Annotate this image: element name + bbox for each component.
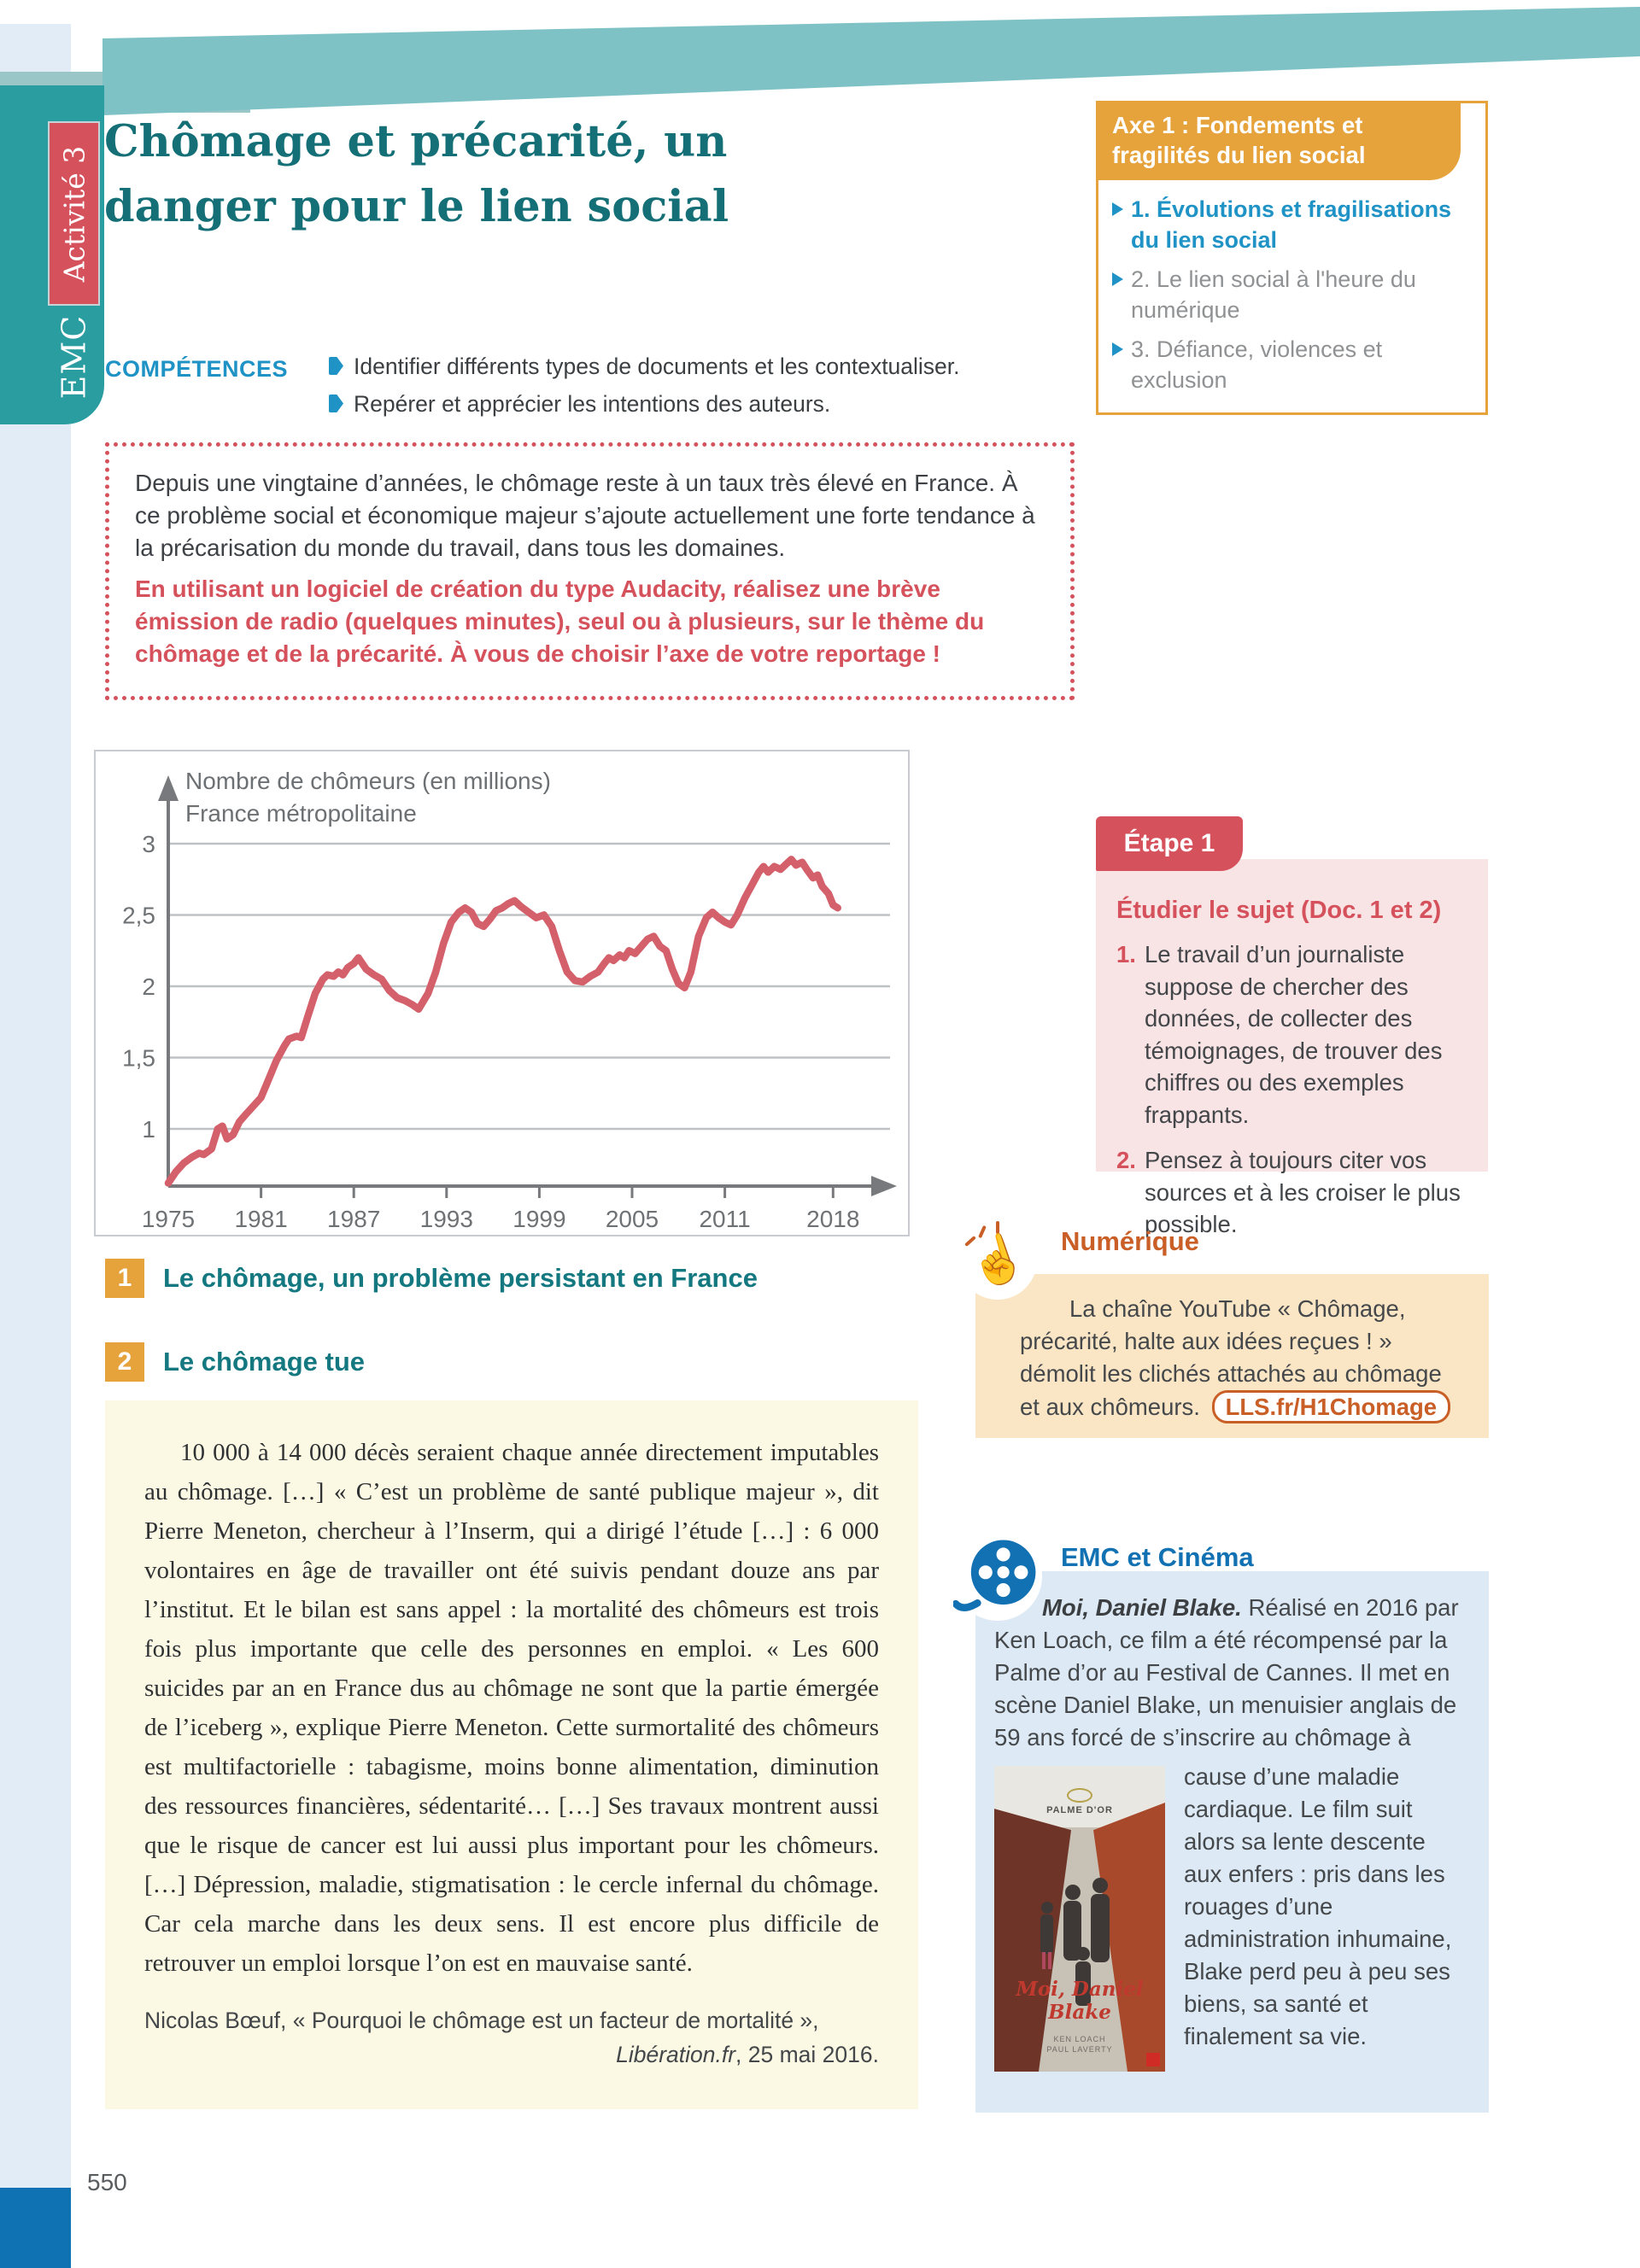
svg-text:2011: 2011 [699, 1206, 750, 1232]
svg-text:1,5: 1,5 [122, 1045, 155, 1072]
svg-text:1999: 1999 [512, 1206, 565, 1232]
intro-mission: En utilisant un logiciel de création du … [135, 576, 985, 667]
film-reel-icon [953, 1532, 1042, 1621]
click-hand-icon: ☝ [958, 1221, 1037, 1300]
competence-item: Repérer et apprécier les intentions des … [329, 391, 960, 418]
page-number: 550 [87, 2169, 127, 2195]
activity-badge: Activité 3 [48, 121, 100, 306]
page-title-line1: Chômage et précarité, un [104, 116, 728, 167]
axis-outline-list: 1. Évolutions et fragilisations du lien … [1098, 180, 1485, 412]
chart-title: Nombre de chômeurs (en millions) France … [185, 768, 551, 827]
unemployment-chart: 1 1,5 2 2,5 3 1975 1981 1987 1993 1999 2005 2011 201… [94, 750, 910, 1236]
doc1-title: Le chômage, un problème persistant en Fr… [163, 1263, 758, 1293]
svg-text:1: 1 [142, 1116, 155, 1143]
etape-title: Étudier le sujet (Doc. 1 et 2) [1116, 897, 1442, 924]
axis-outline-box: Axe 1 : Fondements et fragilités du lien… [1096, 101, 1488, 415]
cinema-title: EMC et Cinéma [1061, 1542, 1254, 1572]
doc1-heading: 1 Le chômage, un problème persistant en … [105, 1259, 758, 1298]
svg-text:1981: 1981 [234, 1206, 287, 1232]
cinema-text-side: cause d’une maladie cardiaque. Le film s… [1184, 1763, 1452, 2049]
svg-text:1993: 1993 [420, 1206, 473, 1232]
svg-text:1975: 1975 [142, 1206, 195, 1232]
laurel-icon [1067, 1788, 1092, 1803]
etape-tab: Étape 1 [1096, 816, 1243, 871]
left-margin-strip-top [0, 24, 71, 72]
chevron-right-icon [1112, 342, 1123, 356]
axis-outline-item-current[interactable]: 1. Évolutions et fragilisations du lien … [1112, 194, 1475, 255]
lls-link-button[interactable]: LLS.fr/H1Chomage [1211, 1390, 1451, 1423]
numerique-title: Numérique [1061, 1226, 1199, 1256]
cinema-text-top: Moi, Daniel Blake. Réalisé en 2016 par K… [994, 1594, 1459, 1751]
film-poster: PALME D'OR Moi, Daniel Blake KEN LOACH P… [994, 1766, 1165, 2072]
doc2-heading: 2 Le chômage tue [105, 1342, 365, 1382]
poster-credits: KEN LOACH PAUL LAVERTY [1046, 2035, 1113, 2054]
doc2-source-ref: Libération.fr, 25 mai 2016. [616, 2042, 879, 2067]
flag-bullet-icon [329, 357, 343, 375]
poster-film-title: Moi, Daniel Blake [1016, 1978, 1144, 2024]
flag-bullet-icon [329, 395, 343, 412]
poster-figures [1040, 1878, 1110, 2006]
film-title: Moi, Daniel Blake. [1042, 1594, 1242, 1621]
poster-award: PALME D'OR [994, 1788, 1165, 1815]
svg-text:2,5: 2,5 [122, 903, 155, 929]
doc2-text-box: 10 000 à 14 000 décès seraient chaque an… [105, 1400, 918, 2109]
chevron-right-icon [1112, 272, 1123, 286]
competence-item: Identifier différents types de documents… [329, 354, 960, 380]
axis-outline-item[interactable]: 2. Le lien social à l'heure du numérique [1112, 264, 1475, 325]
numerique-text: La chaîne YouTube « Chômage, précarité, … [1020, 1293, 1467, 1423]
doc2-source-author: Nicolas Bœuf, « Pourquoi le chômage est … [144, 2008, 819, 2033]
svg-text:2005: 2005 [606, 1206, 659, 1232]
poster-distributor-logo [1146, 2053, 1160, 2066]
etape-box: Étudier le sujet (Doc. 1 et 2) 1. Le tra… [1096, 859, 1488, 1237]
intro-box: Depuis une vingtaine d’années, le chômag… [105, 442, 1075, 700]
numerique-box: La chaîne YouTube « Chômage, précarité, … [975, 1274, 1489, 1438]
competences-list: Identifier différents types de documents… [329, 354, 960, 429]
svg-text:2018: 2018 [806, 1206, 859, 1232]
axis-outline-header: Axe 1 : Fondements et fragilités du lien… [1098, 103, 1461, 180]
doc2-number-badge: 2 [105, 1342, 144, 1382]
doc2-source: Nicolas Bœuf, « Pourquoi le chômage est … [144, 2003, 879, 2072]
svg-text:2: 2 [142, 973, 155, 1000]
doc2-body: 10 000 à 14 000 décès seraient chaque an… [144, 1439, 879, 1977]
etape-item: 1. Le travail d’un journaliste suppose d… [1116, 941, 1443, 1128]
chevron-right-icon [1112, 202, 1123, 216]
left-margin-strip [0, 424, 71, 2188]
activity-badge-label: Activité 3 [57, 145, 91, 282]
doc2-title: Le chômage tue [163, 1347, 365, 1377]
etape-item: 2. Pensez à toujours citer vos sources e… [1116, 1147, 1461, 1237]
competences-label: COMPÉTENCES [105, 356, 289, 382]
page-title-line2: danger pour le lien social [104, 181, 729, 232]
competences-section: COMPÉTENCES Identifier différents types … [105, 354, 960, 429]
footer-corner-block [0, 2188, 71, 2268]
svg-text:3: 3 [142, 831, 155, 857]
intro-paragraph: Depuis une vingtaine d’années, le chômag… [135, 470, 1035, 561]
line-chart: 1 1,5 2 2,5 3 1975 1981 1987 1993 1999 2005 2011 201… [122, 775, 897, 1232]
doc1-number-badge: 1 [105, 1259, 144, 1298]
page-title: Chômage et précarité, un danger pour le … [104, 109, 729, 239]
axis-outline-item[interactable]: 3. Défiance, violences et exclusion [1112, 334, 1475, 395]
subject-label: EMC [55, 314, 93, 400]
svg-text:1987: 1987 [327, 1206, 380, 1232]
cinema-box: Moi, Daniel Blake. Réalisé en 2016 par K… [975, 1571, 1489, 2113]
